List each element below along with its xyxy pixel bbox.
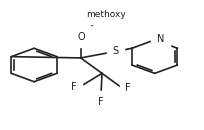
Text: methoxy: methoxy bbox=[86, 10, 126, 19]
Text: F: F bbox=[71, 82, 77, 92]
Text: O: O bbox=[78, 32, 85, 42]
Text: F: F bbox=[125, 83, 131, 93]
Text: S: S bbox=[112, 47, 118, 57]
Text: F: F bbox=[98, 96, 104, 106]
Text: N: N bbox=[157, 34, 164, 44]
